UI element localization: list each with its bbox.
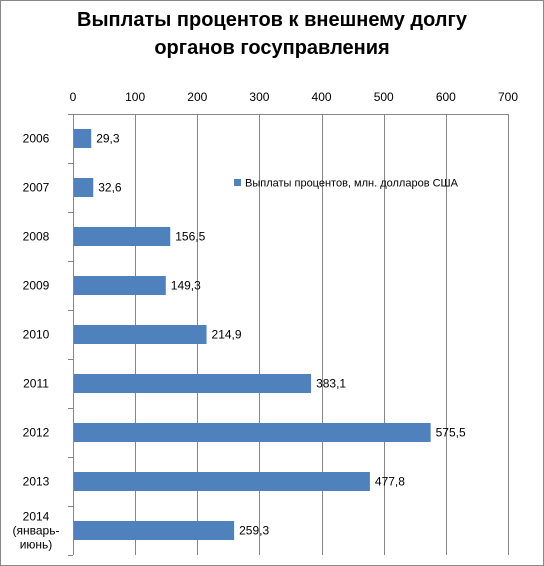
category-label: июнь): [20, 538, 53, 552]
x-tick-label: 0: [70, 90, 77, 104]
data-label: 575,5: [436, 426, 466, 440]
bar: [74, 178, 94, 197]
x-tick-label: 200: [187, 90, 207, 104]
category-label: 2012: [23, 426, 50, 440]
chart-title-line-2: органов госуправления: [154, 37, 390, 59]
data-label: 259,3: [239, 524, 269, 538]
data-label: 149,3: [171, 279, 201, 293]
data-label: 214,9: [212, 328, 242, 342]
chart-title-line-1: Выплаты процентов к внешнему долгу: [77, 9, 467, 31]
data-label: 29,3: [96, 132, 120, 146]
bar: [74, 472, 370, 491]
x-tick-label: 300: [249, 90, 269, 104]
x-tick-label: 100: [125, 90, 145, 104]
bar: [74, 374, 312, 393]
chart-title: Выплаты процентов к внешнему долгу орган…: [0, 6, 544, 62]
category-label: 2011: [23, 377, 49, 391]
x-tick-label: 400: [312, 90, 332, 104]
data-label: 477,8: [375, 475, 405, 489]
data-label: 383,1: [316, 377, 346, 391]
x-tick-label: 700: [498, 90, 518, 104]
bar: [74, 227, 171, 246]
bar: [74, 129, 92, 148]
category-label: 2009: [23, 279, 50, 293]
legend-swatch: [234, 179, 241, 186]
bar: [74, 521, 235, 540]
bar: [74, 423, 431, 442]
category-label: 2008: [23, 230, 50, 244]
category-label: 2006: [23, 132, 50, 146]
category-label: (январь-: [13, 524, 60, 538]
category-label: 2007: [23, 181, 50, 195]
category-label: 2013: [23, 475, 50, 489]
bar: [74, 276, 166, 295]
data-label: 156,5: [175, 230, 205, 244]
category-label: 2010: [23, 328, 50, 342]
x-tick-label: 500: [374, 90, 394, 104]
bar: [74, 325, 207, 344]
category-label: 2014: [23, 510, 50, 524]
legend-label: Выплаты процентов, млн. долларов США: [245, 178, 459, 190]
x-tick-label: 600: [436, 90, 456, 104]
data-label: 32,6: [98, 181, 122, 195]
